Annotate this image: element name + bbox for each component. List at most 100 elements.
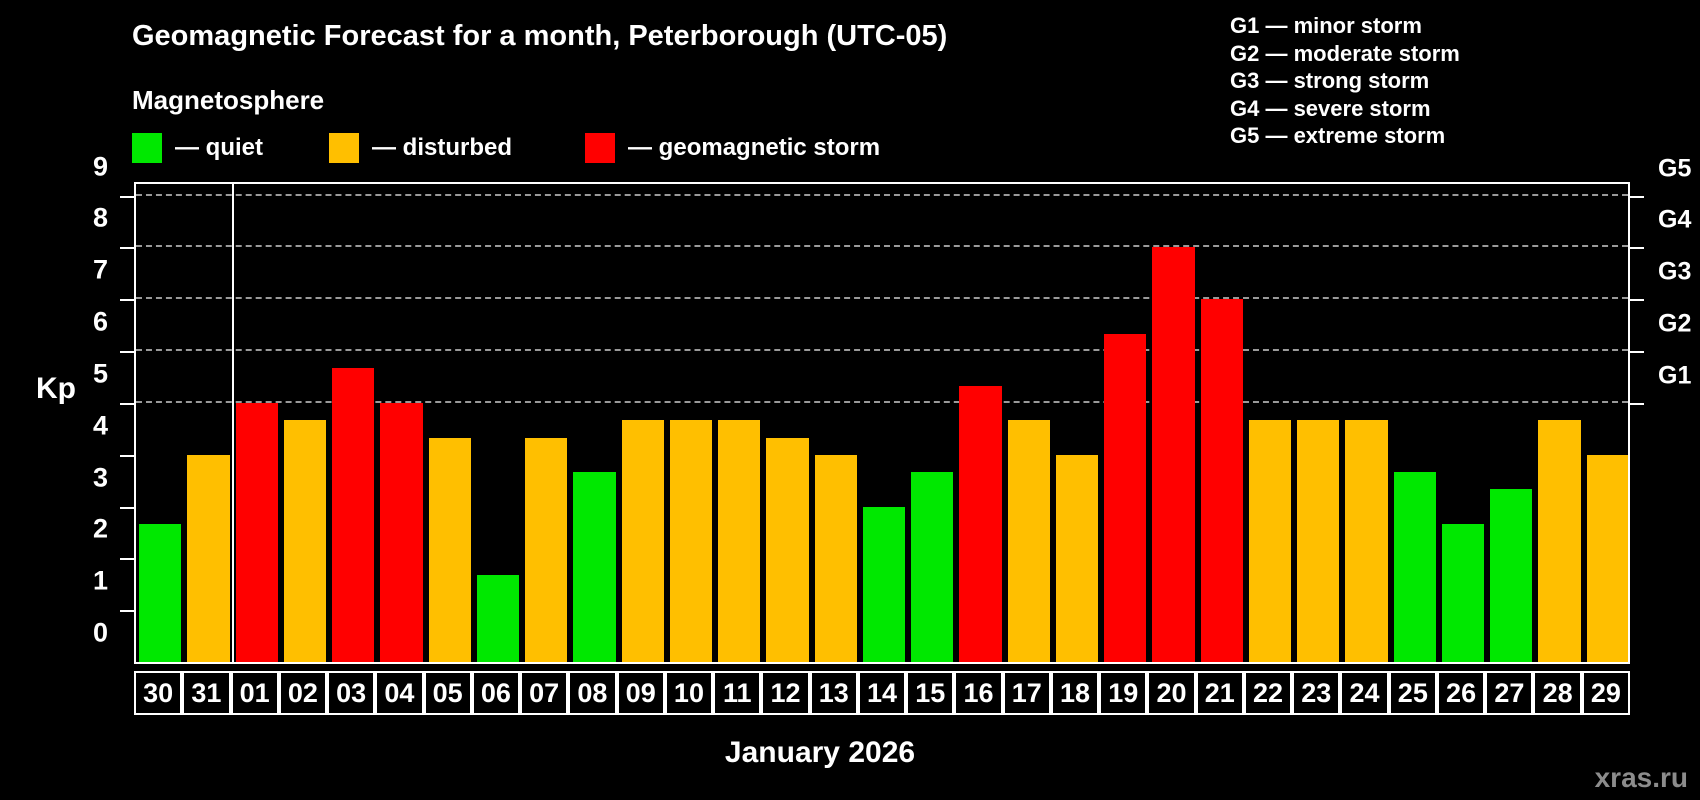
y-axis-ticks: 0 1 2 3 4 5 6 7 8 9 — [0, 151, 134, 664]
bar — [766, 437, 809, 662]
legend-swatch-disturbed — [329, 133, 359, 163]
bar — [669, 419, 713, 662]
bar — [814, 454, 857, 662]
bar — [1200, 299, 1243, 662]
y-tick-mark — [120, 247, 134, 250]
bar — [1441, 523, 1485, 662]
legend-label-storm: — geomagnetic storm — [628, 134, 881, 161]
day-label-cell: 22 — [1243, 671, 1293, 715]
bar — [1586, 454, 1628, 662]
day-label-cell: 13 — [809, 671, 858, 715]
legend-label-disturbed: — disturbed — [372, 134, 513, 161]
day-label-cell: 12 — [761, 671, 810, 715]
bar — [1248, 419, 1292, 662]
bar — [1055, 454, 1099, 662]
day-label-cell: 02 — [278, 671, 328, 715]
day-label-cell: 06 — [471, 671, 521, 715]
y-tick-label: 8 — [92, 202, 108, 233]
g-tick-label: G2 — [1658, 309, 1692, 338]
bar — [283, 419, 327, 662]
y-tick-mark — [120, 454, 134, 457]
gscale-legend-row: G3 — strong storm — [1230, 68, 1430, 93]
bar — [1152, 247, 1195, 662]
bar — [959, 385, 1002, 662]
y-tick-mark — [120, 402, 134, 405]
gscale-legend-row: G2 — moderate storm — [1230, 40, 1460, 66]
bar — [573, 471, 616, 662]
day-label-cell: 23 — [1292, 671, 1341, 715]
g-scale-axis: G1 G2 G3 G4 G5 — [1630, 154, 1700, 664]
gscale-legend: G1 — minor storm G2 — moderate storm G3 — … — [1230, 12, 1460, 150]
magnetosphere-heading: Magnetosphere — [132, 85, 325, 115]
g-tick-mark — [1630, 402, 1644, 405]
day-label-cell: 29 — [1581, 671, 1630, 715]
day-label-cell: 01 — [230, 671, 279, 715]
g-tick-label: G4 — [1658, 205, 1692, 234]
day-label-cell: 26 — [1436, 671, 1486, 715]
legend-swatch-quiet — [132, 133, 162, 163]
day-label-cell: 28 — [1533, 671, 1582, 715]
day-label-cell: 18 — [1050, 671, 1100, 715]
bar — [1345, 419, 1388, 662]
g-tick-label: G3 — [1658, 257, 1692, 286]
y-tick-label: 1 — [92, 565, 108, 596]
legend-entry-disturbed: — disturbed — [329, 133, 512, 163]
day-label-cell: 15 — [906, 671, 955, 715]
legend-swatch-storm — [585, 133, 616, 163]
day-label-cell: 07 — [520, 671, 569, 715]
g-tick-mark — [1630, 195, 1644, 198]
gscale-legend-row: G5 — extreme storm — [1230, 123, 1446, 148]
day-label-cell: 21 — [1195, 671, 1244, 715]
bar — [380, 402, 423, 662]
day-label-cell: 16 — [954, 671, 1003, 715]
g-tick-mark — [1630, 247, 1644, 250]
g-tick-mark — [1630, 299, 1644, 302]
bars-layer — [136, 184, 1628, 662]
y-tick-mark — [120, 610, 134, 613]
watermark: xras.ru — [1594, 762, 1688, 793]
y-tick-label: 0 — [92, 617, 108, 648]
bar — [1297, 419, 1340, 662]
day-label-cell: 20 — [1147, 671, 1196, 715]
day-label-cell: 19 — [1099, 671, 1148, 715]
day-label-cell: 08 — [568, 671, 617, 715]
y-tick-mark — [120, 506, 134, 509]
x-axis-day-labels: 30 31 01 02 03 04 05 06 07 08 09 10 11 12 13 14 15 16 17 18… — [134, 671, 1630, 715]
bar — [1538, 419, 1581, 662]
bar — [139, 523, 182, 662]
gridline — [136, 245, 1628, 248]
day-label-cell: 24 — [1340, 671, 1389, 715]
bar — [1490, 489, 1533, 662]
bar — [1007, 419, 1050, 662]
day-label-cell: 31 — [182, 671, 231, 715]
y-tick-label: 4 — [92, 410, 108, 441]
gridline — [136, 349, 1628, 352]
y-tick-label: 2 — [92, 513, 108, 544]
gscale-legend-row: G1 — minor storm — [1230, 13, 1422, 38]
bar — [911, 471, 954, 662]
g-tick-label: G5 — [1658, 154, 1692, 183]
bar — [862, 506, 906, 662]
day-label-cell: 09 — [616, 671, 665, 715]
bar — [235, 402, 278, 662]
gridline — [136, 193, 1628, 196]
y-tick-label: 6 — [92, 306, 108, 337]
y-tick-label: 7 — [92, 254, 108, 285]
bar — [187, 454, 230, 662]
magnetosphere-legend: — quiet — disturbed — geomagnetic storm — [132, 133, 880, 163]
y-tick-mark — [120, 195, 134, 198]
bar — [718, 419, 761, 662]
y-tick-mark — [120, 351, 134, 354]
legend-entry-storm: — geomagnetic storm — [585, 133, 880, 163]
day-label-cell: 11 — [713, 671, 762, 715]
y-axis-title: Kp — [36, 372, 76, 405]
bar — [1393, 471, 1436, 662]
y-tick-label: 5 — [92, 358, 108, 389]
forecast-divider — [231, 184, 234, 662]
bar — [332, 368, 375, 662]
bar — [1104, 333, 1147, 662]
x-axis-title: January 2026 — [724, 736, 916, 769]
y-tick-mark — [120, 299, 134, 302]
day-label-cell: 04 — [375, 671, 424, 715]
plot-area — [134, 182, 1630, 664]
